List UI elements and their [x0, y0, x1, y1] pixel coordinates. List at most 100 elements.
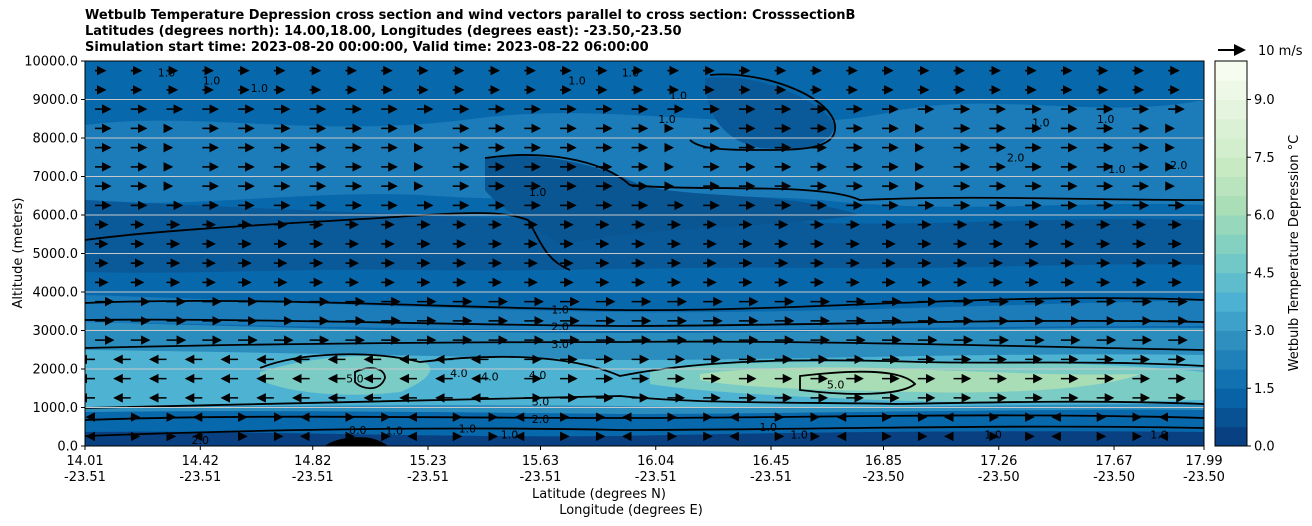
contour-label: 4.0 [450, 367, 468, 380]
colorbar-segment [1215, 195, 1247, 216]
contour-label: 2.0 [1007, 151, 1025, 164]
contour-label: 5.0 [827, 378, 845, 391]
y-tick-label: 4000.0 [33, 286, 79, 301]
contour-1.0-lower [85, 425, 1204, 437]
x-tick-label-lat: 16.04 [637, 454, 674, 469]
horizontal-gridlines [85, 99, 1204, 408]
contour-label: 2.0 [532, 413, 550, 426]
colorbar-tick-label: 7.5 [1254, 151, 1275, 166]
x-axis-ticks: 14.01-23.5114.42-23.5114.82-23.5115.23-2… [64, 446, 1225, 485]
colorbar-segment [1215, 272, 1247, 293]
colorbar-segment [1215, 138, 1247, 158]
y-tick-label: 0.0 [57, 440, 78, 455]
contour-label: 1.0 [501, 428, 519, 441]
y-tick-label: 2000.0 [33, 363, 79, 378]
fill-region-warmest-right [700, 367, 1140, 393]
colorbar-segment [1215, 407, 1247, 428]
x-tick-label-lat: 14.82 [294, 454, 331, 469]
colorbar-frame [1214, 60, 1248, 447]
title-line-1: Wetbulb Temperature Depression cross sec… [85, 8, 856, 23]
colorbar-segment [1215, 311, 1247, 331]
colorbar-segment [1215, 99, 1247, 120]
y-tick-label: 7000.0 [33, 170, 79, 185]
contour-label: 1.0 [669, 90, 687, 103]
contour-label: 1.0 [251, 82, 269, 95]
title-line-2: Latitudes (degrees north): 14.00,18.00, … [85, 24, 682, 39]
contour-label: 5.0 [346, 373, 364, 386]
colorbar-segment [1215, 80, 1247, 100]
colorbar-tick-label: 1.5 [1254, 382, 1275, 397]
colorbar-segment [1215, 388, 1247, 408]
contour-label: 1.0 [203, 74, 221, 87]
contour-label: 1.0 [158, 67, 176, 80]
terrain-patch [325, 437, 388, 446]
contour-label: 1.0 [459, 423, 477, 436]
y-tick-label: 8000.0 [33, 132, 79, 147]
contour-label: 4.0 [529, 369, 547, 382]
x-axis-label-lon: Longitude (degrees E) [559, 503, 703, 518]
x-tick-label-lon: -23.50 [863, 470, 905, 485]
x-tick-label-lat: 16.45 [752, 454, 789, 469]
x-tick-label-lat: 15.23 [409, 454, 446, 469]
contour-label: 3.0 [551, 338, 569, 351]
contour-4.0-level [259, 353, 1204, 377]
contour-label: 1.0 [529, 186, 547, 199]
contour-label: 4.0 [481, 371, 499, 384]
y-axis-label: Altitude (meters) [11, 198, 26, 309]
contour-1.0-patch [484, 154, 1204, 201]
colorbar-segment [1215, 330, 1247, 351]
colorbar-tick-label: 4.5 [1254, 266, 1275, 281]
colorbar-segment [1215, 292, 1247, 312]
colorbar-segment [1215, 61, 1247, 81]
colorbar: 0.0 1.5 3.0 4.5 6.0 7.5 9.0 [1214, 60, 1275, 455]
contour-label: 0.0 [349, 424, 367, 437]
x-tick-label-lat: 17.26 [980, 454, 1017, 469]
colorbar-tick-label: 3.0 [1254, 324, 1275, 339]
x-tick-label-lon: -23.51 [64, 470, 106, 485]
colorbar-segment [1215, 234, 1247, 254]
contour-label: 1.0 [1150, 428, 1168, 441]
colorbar-segment [1215, 369, 1247, 389]
colorbar-segment [1215, 176, 1247, 197]
colorbar-tick-label: 0.0 [1254, 440, 1275, 455]
contour-label: 1.0 [759, 421, 777, 434]
contour-label: 2.0 [1170, 159, 1188, 172]
colorbar-tick-label: 9.0 [1254, 93, 1275, 108]
x-tick-label-lon: -23.51 [750, 470, 792, 485]
colorbar-segment [1215, 253, 1247, 274]
y-tick-label: 6000.0 [33, 209, 79, 224]
contour-label: 1.0 [568, 74, 586, 87]
fill-region-warm-left [260, 355, 431, 395]
contour-label: 1.0 [1108, 163, 1126, 176]
x-tick-label-lat: 17.99 [1185, 454, 1222, 469]
colorbar-label: Wetbulb Temperature Depression °C [1287, 135, 1302, 372]
x-tick-label-lat: 16.85 [865, 454, 902, 469]
fill-region-dark-patch [485, 155, 860, 245]
colorbar-segment [1215, 426, 1247, 447]
colorbar-segment [1215, 118, 1247, 139]
contour-label: 1.0 [984, 428, 1002, 441]
contour-label: 2.0 [551, 321, 569, 334]
x-tick-label-lat: 14.01 [66, 454, 103, 469]
y-axis-ticks: 0.0 1000.0 2000.0 3000.0 4000.0 5000.0 6000.0 7… [24, 55, 85, 455]
contour-label: 1.0 [1097, 113, 1115, 126]
contour-5.0-right [799, 370, 917, 395]
y-tick-label: 3000.0 [33, 324, 79, 339]
x-tick-label-lat: 14.42 [182, 454, 219, 469]
y-tick-label: 5000.0 [33, 247, 79, 262]
x-tick-label-lon: -23.51 [520, 470, 562, 485]
wind-key-label: 10 m/s [1258, 44, 1303, 59]
x-tick-label-lon: -23.51 [635, 470, 677, 485]
x-axis-label-lat: Latitude (degrees N) [532, 487, 666, 502]
contour-label: 1.0 [790, 428, 808, 441]
x-tick-label-lon: -23.50 [978, 470, 1020, 485]
colorbar-segment [1215, 349, 1247, 370]
x-tick-label-lat: 17.67 [1095, 454, 1132, 469]
contour-label: 1.0 [622, 67, 640, 80]
y-tick-label: 10000.0 [24, 55, 78, 70]
title-line-3: Simulation start time: 2023-08-20 00:00:… [85, 40, 649, 55]
x-tick-label-lon: -23.51 [179, 470, 221, 485]
wind-vectors [85, 65, 1188, 442]
contour-2.0-lower [85, 414, 1204, 421]
